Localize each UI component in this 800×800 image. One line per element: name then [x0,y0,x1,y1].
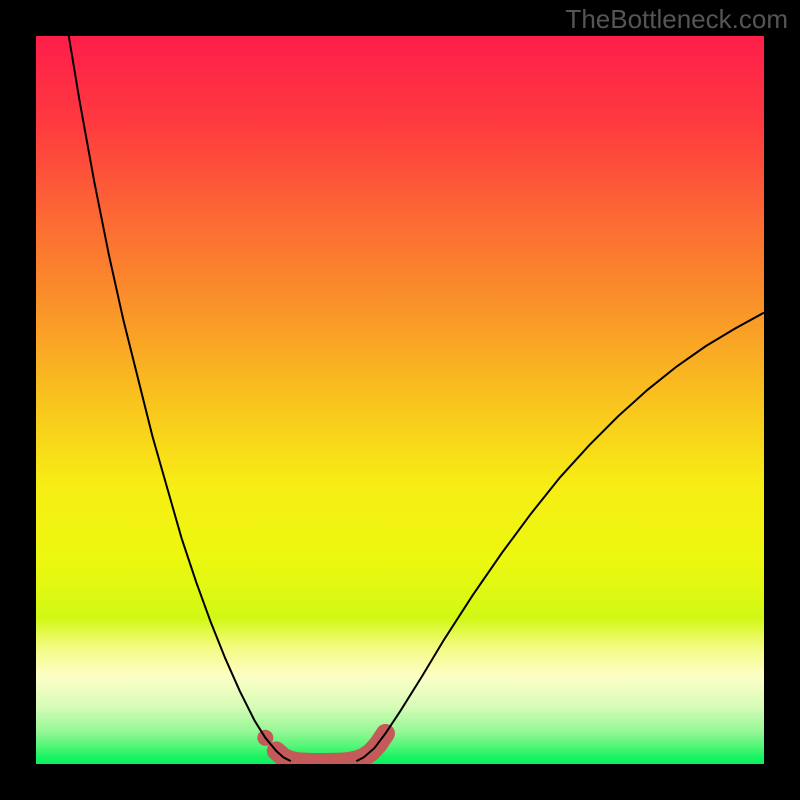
bottleneck-chart [0,0,800,800]
gradient-background [36,36,764,764]
chart-stage: TheBottleneck.com [0,0,800,800]
watermark-text: TheBottleneck.com [565,4,788,35]
